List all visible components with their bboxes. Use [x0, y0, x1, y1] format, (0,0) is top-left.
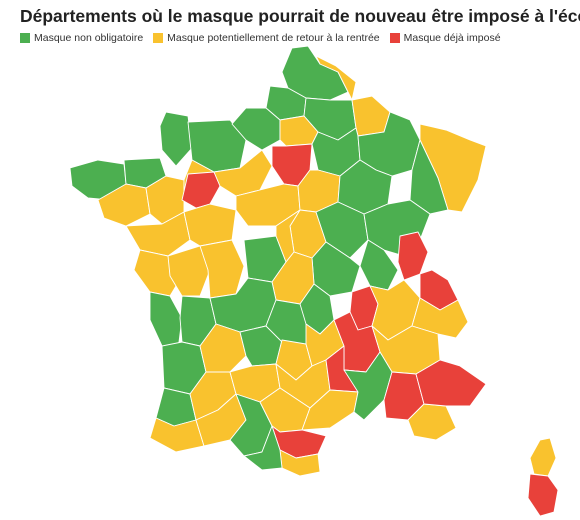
legend-label-non-obligatoire: Masque non obligatoire	[34, 32, 144, 44]
dept-ariege[interactable]	[243, 425, 283, 471]
legend-swatch-green	[20, 33, 30, 43]
map-title: Départements où le masque pourrait de no…	[20, 6, 580, 26]
legend-item-non-obligatoire[interactable]: Masque non obligatoire	[20, 32, 143, 44]
legend-item-potentiel[interactable]: Masque potentiellement de retour à la re…	[153, 32, 380, 44]
dept-nord-east[interactable]	[315, 55, 357, 101]
legend-swatch-red	[389, 33, 400, 43]
dept-maine-et-loire[interactable]	[183, 203, 237, 247]
dept-alpes-maritimes[interactable]	[415, 359, 487, 407]
dept-haute-corse[interactable]	[529, 437, 557, 477]
legend-label-impose: Masque déjà imposé	[403, 32, 501, 44]
legend: Masque non obligatoire Masque potentiell…	[20, 32, 501, 44]
dept-eure-et-loir[interactable]	[213, 149, 273, 197]
dept-manche[interactable]	[159, 111, 193, 167]
dept-charente-maritime[interactable]	[149, 291, 183, 351]
legend-item-impose[interactable]: Masque déjà imposé	[389, 32, 501, 44]
dept-corse-du-sud[interactable]	[527, 473, 559, 517]
legend-swatch-yellow	[153, 33, 164, 43]
dept-sarthe[interactable]	[181, 171, 221, 209]
dept-meuse-moselle[interactable]	[357, 111, 421, 177]
dept-nord-pas-de-calais[interactable]	[281, 45, 349, 101]
dept-haute-savoie[interactable]	[411, 297, 469, 339]
legend-label-potentiel: Masque potentiellement de retour à la re…	[167, 32, 380, 44]
dept-seine-maritime-eure[interactable]	[231, 107, 281, 151]
